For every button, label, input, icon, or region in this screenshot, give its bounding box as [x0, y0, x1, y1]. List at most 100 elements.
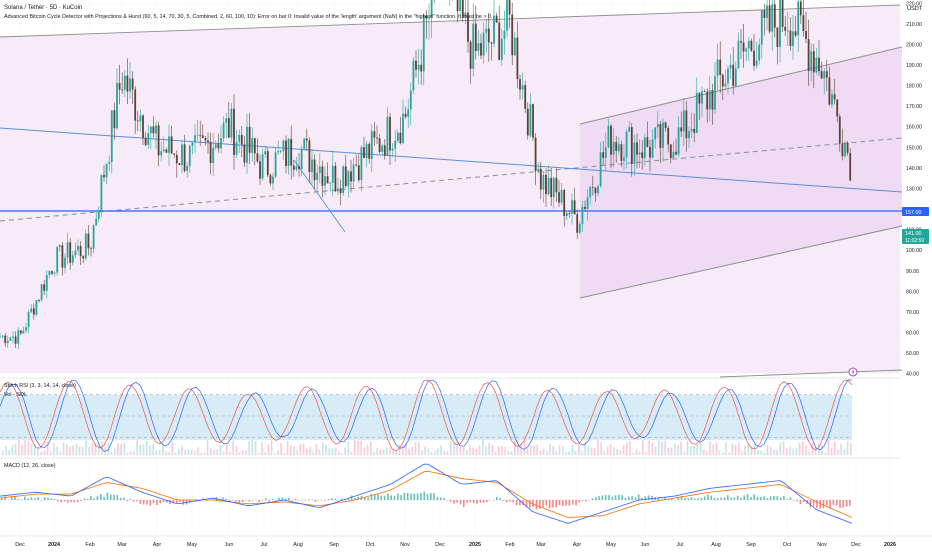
time-tick-label: Oct [366, 542, 375, 548]
time-axis[interactable]: Dec 2024 Feb Mar Apr May Jun Jul Aug Sep Oct Nov Dec… [0, 535, 932, 548]
candle-266 [690, 128, 693, 132]
candle-57 [147, 133, 150, 145]
candle-250 [649, 146, 651, 158]
macd-title[interactable]: MACD (12, 26, close) [4, 463, 56, 469]
candle-286 [742, 42, 745, 52]
candle-321 [833, 94, 836, 100]
volume-bar [686, 441, 689, 455]
volume-bar [5, 446, 7, 455]
macd-hist-bar [492, 500, 495, 501]
macd-hist-bar [383, 495, 386, 500]
candle-122 [316, 172, 319, 181]
candle-93 [240, 134, 243, 145]
candle-102 [264, 151, 267, 155]
candle-4 [9, 337, 12, 341]
macd-hist-bar [611, 496, 614, 500]
macd-hist-bar [166, 500, 168, 503]
lightning-bolt-icon[interactable] [848, 367, 858, 377]
candle-255 [662, 122, 664, 148]
candle-97 [251, 138, 254, 153]
price-axis-bg [902, 0, 932, 535]
macd-hist-bar [73, 500, 76, 503]
time-tick-label: Nov [400, 542, 410, 548]
candle-75 [194, 135, 196, 143]
symbol-title[interactable]: Solana / Tether · 5D · KuCoin [4, 5, 82, 11]
volume-bar [501, 446, 503, 455]
drawing-lines [0, 4, 903, 378]
volume-bar [402, 444, 404, 455]
candle-114 [295, 166, 298, 170]
candle-242 [628, 127, 631, 132]
price-tick-label: 40.00 [906, 372, 919, 378]
macd-hist-bar [53, 498, 56, 500]
volume-bar [760, 450, 762, 455]
candle-91 [235, 141, 238, 155]
candle-316 [820, 71, 823, 79]
price-tick-label: 210.00 [906, 22, 922, 28]
volume-title[interactable]: Vol · SOL [4, 392, 27, 398]
volume-bar [830, 447, 833, 455]
candle-70 [181, 144, 183, 166]
macd-hist-bar [644, 496, 647, 500]
macd-hist-bar [357, 496, 359, 500]
candle-195 [506, 0, 508, 31]
candle-146 [378, 138, 381, 153]
stoch-title[interactable]: Stoch RSI (3, 3, 14, 14, close) [4, 383, 76, 389]
candle-49 [126, 75, 129, 92]
macd-hist-bar [433, 493, 435, 500]
candle-113 [292, 165, 295, 170]
candle-34 [87, 233, 90, 249]
candle-165 [428, 17, 430, 19]
macd-hist-bar [740, 497, 742, 500]
macd-hist-bar [720, 497, 722, 500]
candle-281 [729, 64, 732, 69]
volume-bar [242, 451, 244, 455]
volume-bar [597, 440, 599, 455]
macd-hist-bar [684, 497, 686, 500]
volume-bar [594, 447, 596, 455]
macd-hist-bar [400, 495, 402, 500]
candle-111 [287, 138, 290, 166]
level-price-label: 157.00 [905, 210, 922, 216]
macd-hist-bar [604, 495, 607, 500]
volume-bar [91, 442, 94, 455]
indicator-title[interactable]: Advanced Bitcoin Cycle Detector with Pro… [4, 14, 492, 20]
macd-hist-bar [337, 500, 340, 501]
candle-59 [152, 126, 155, 134]
time-tick-label: Mar [117, 542, 126, 548]
macd-hist-bar [542, 500, 544, 508]
candle-164 [425, 15, 428, 19]
candle-104 [269, 175, 272, 184]
volume-bar [46, 441, 49, 455]
candle-101 [261, 154, 264, 179]
macd-hist-bar [235, 500, 237, 502]
candle-285 [740, 41, 742, 43]
volume-bar [280, 442, 282, 455]
candle-212 [550, 177, 553, 198]
macd-hist-bar [238, 500, 241, 503]
candle-294 [763, 10, 766, 18]
candle-51 [131, 78, 134, 90]
volume-bar [50, 451, 52, 455]
candle-79 [204, 137, 207, 141]
volume-bar [514, 440, 516, 455]
candle-203 [526, 108, 529, 136]
volume-bar [152, 443, 154, 455]
macd-hist-bar [301, 500, 303, 501]
macd-hist-bar [690, 497, 693, 500]
volume-bar [43, 450, 46, 455]
macd-hist-bar [182, 500, 185, 505]
candle-32 [82, 256, 85, 259]
candle-247 [641, 152, 644, 159]
macd-hist-bar [799, 500, 802, 504]
macd-hist-bar [766, 498, 769, 500]
candle-77 [199, 134, 202, 136]
macd-hist-bar [307, 499, 310, 500]
price-axis[interactable]: 290.00280.00270.00260.00250.00240.00230.… [902, 0, 932, 535]
candle-24 [61, 245, 64, 268]
candle-5 [12, 336, 14, 338]
candle-47 [121, 89, 124, 91]
candle-202 [524, 85, 527, 109]
candle-278 [721, 74, 724, 87]
candle-56 [144, 137, 147, 145]
